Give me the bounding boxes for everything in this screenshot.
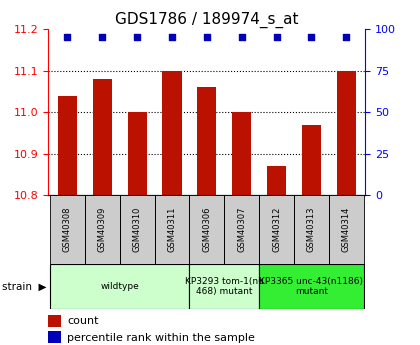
Bar bbox=[224, 195, 259, 264]
Text: GSM40313: GSM40313 bbox=[307, 207, 316, 252]
Text: GSM40312: GSM40312 bbox=[272, 207, 281, 252]
Text: GSM40307: GSM40307 bbox=[237, 207, 246, 252]
Point bbox=[238, 34, 245, 40]
Bar bbox=[120, 195, 155, 264]
Bar bbox=[197, 87, 216, 195]
Bar bbox=[58, 96, 77, 195]
Point bbox=[203, 34, 210, 40]
Bar bbox=[189, 264, 259, 309]
Bar bbox=[50, 264, 189, 309]
Bar bbox=[302, 125, 321, 195]
Text: GSM40306: GSM40306 bbox=[202, 207, 211, 252]
Bar bbox=[48, 315, 61, 327]
Text: wildtype: wildtype bbox=[100, 282, 139, 291]
Bar bbox=[48, 331, 61, 343]
Bar bbox=[163, 71, 181, 195]
Point bbox=[343, 34, 349, 40]
Text: GSM40310: GSM40310 bbox=[133, 207, 142, 252]
Text: KP3293 tom-1(nu
468) mutant: KP3293 tom-1(nu 468) mutant bbox=[185, 277, 264, 296]
Bar bbox=[294, 195, 329, 264]
Point bbox=[64, 34, 71, 40]
Bar bbox=[337, 71, 356, 195]
Text: GSM40314: GSM40314 bbox=[342, 207, 351, 252]
Bar bbox=[155, 195, 189, 264]
Bar bbox=[128, 112, 147, 195]
Text: count: count bbox=[67, 316, 99, 326]
Bar bbox=[93, 79, 112, 195]
Text: KP3365 unc-43(n1186)
mutant: KP3365 unc-43(n1186) mutant bbox=[260, 277, 363, 296]
Point bbox=[308, 34, 315, 40]
Point bbox=[134, 34, 141, 40]
Text: GSM40308: GSM40308 bbox=[63, 207, 72, 252]
Text: GSM40311: GSM40311 bbox=[168, 207, 176, 252]
Text: strain  ▶: strain ▶ bbox=[2, 282, 47, 291]
Point bbox=[99, 34, 106, 40]
Text: GSM40309: GSM40309 bbox=[98, 207, 107, 252]
Bar bbox=[259, 264, 364, 309]
Bar bbox=[267, 166, 286, 195]
Bar bbox=[85, 195, 120, 264]
Title: GDS1786 / 189974_s_at: GDS1786 / 189974_s_at bbox=[115, 12, 299, 28]
Bar bbox=[232, 112, 251, 195]
Bar bbox=[329, 195, 364, 264]
Text: percentile rank within the sample: percentile rank within the sample bbox=[67, 333, 255, 343]
Bar bbox=[259, 195, 294, 264]
Point bbox=[273, 34, 280, 40]
Bar bbox=[189, 195, 224, 264]
Bar bbox=[50, 195, 85, 264]
Point bbox=[169, 34, 176, 40]
